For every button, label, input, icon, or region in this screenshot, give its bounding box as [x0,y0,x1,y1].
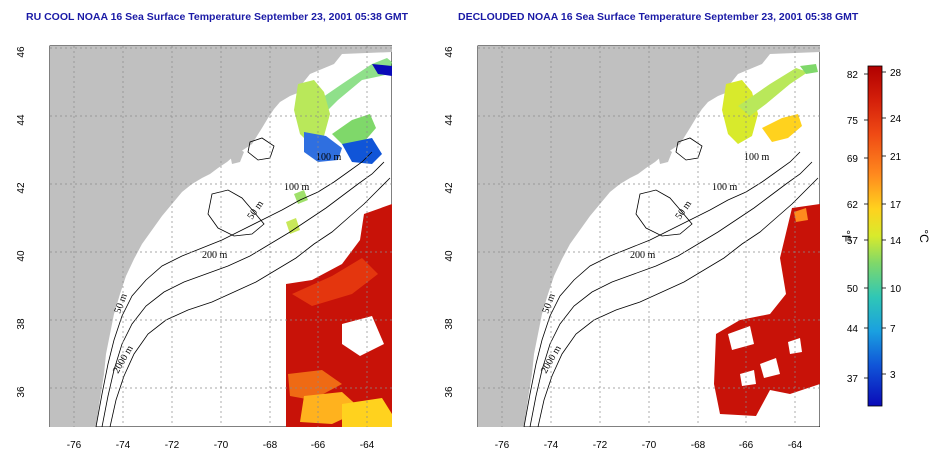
lat-tick-label: 46 [16,46,27,58]
fahrenheit-tick-label: 75 [847,116,859,127]
lon-tick-label: -68 [691,440,706,451]
lon-tick-label: -66 [739,440,754,451]
left-axes: 46 44 42 40 38 36 -76 -74 -72 -70 -68 -6… [16,46,375,451]
contour-label: 100 m [284,182,310,193]
lon-tick-label: -64 [788,440,803,451]
lat-tick-label: 38 [16,318,27,330]
colorbar-gradient [867,65,883,407]
fahrenheit-tick-label: 82 [847,70,859,81]
cape-cod [658,148,672,164]
declouded-sst-map-panel: 100 m 100 m 50 m 200 m 50 m 2000 m [470,44,820,427]
right-axes: 46 44 42 40 38 36 -76 -74 -72 -70 -68 -6… [444,46,803,451]
lat-tick-label: 40 [16,250,27,262]
celsius-tick-label: 17 [890,200,902,211]
land-mass [50,46,392,427]
left-map-title: RU COOL NOAA 16 Sea Surface Temperature … [26,11,409,23]
lon-tick-label: -64 [360,440,375,451]
fahrenheit-axis-label: °F [839,230,853,242]
lon-tick-label: -76 [67,440,82,451]
contour-label: 100 m [712,182,738,193]
celsius-tick-label: 10 [890,284,902,295]
contour-label: 100 m [316,152,342,163]
lat-tick-label: 44 [16,114,27,126]
contour-label: 100 m [744,152,770,163]
lon-tick-label: -76 [495,440,510,451]
lon-tick-label: -68 [263,440,278,451]
celsius-tick-label: 14 [890,236,902,247]
lon-tick-label: -70 [214,440,229,451]
lat-tick-label: 42 [16,182,27,194]
land-mass [478,46,820,427]
fahrenheit-tick-label: 62 [847,200,859,211]
fahrenheit-tick-label: 69 [847,154,859,165]
fahrenheit-tick-label: 50 [847,284,859,295]
lat-tick-label: 46 [444,46,455,58]
fahrenheit-tick-label: 44 [847,324,859,335]
lon-tick-label: -72 [165,440,180,451]
lon-tick-label: -74 [116,440,131,451]
celsius-tick-label: 21 [890,152,902,163]
contour-label: 200 m [202,250,228,261]
lat-lon-grid [478,46,820,427]
raw-sst-map-panel: 100 m 100 m 50 m 200 m 50 m 2000 m [42,44,392,427]
lat-tick-label: 42 [444,182,455,194]
lon-tick-label: -74 [544,440,559,451]
right-map-title: DECLOUDED NOAA 16 Sea Surface Temperatur… [458,11,859,23]
celsius-tick-label: 3 [890,370,896,381]
celsius-tick-label: 28 [890,68,902,79]
fahrenheit-tick-label: 57 [847,236,859,247]
celsius-axis-label: °C [917,229,931,243]
lon-tick-label: -72 [593,440,608,451]
celsius-tick-label: 7 [890,324,896,335]
celsius-tick-label: 24 [890,114,902,125]
lat-tick-label: 44 [444,114,455,126]
lon-tick-label: -70 [642,440,657,451]
fahrenheit-tick-label: 37 [847,374,859,385]
lat-tick-label: 38 [444,318,455,330]
lon-tick-label: -66 [311,440,326,451]
colorbar-ticks [864,71,886,379]
sst-data-layer [714,64,820,416]
cape-cod [230,148,244,164]
lat-tick-label: 36 [16,386,27,398]
contour-label: 200 m [630,250,656,261]
lat-lon-grid [50,46,392,427]
lat-tick-label: 40 [444,250,455,262]
lat-tick-label: 36 [444,386,455,398]
temperature-colorbar: 82 75 69 62 57 50 44 37 [820,56,940,416]
